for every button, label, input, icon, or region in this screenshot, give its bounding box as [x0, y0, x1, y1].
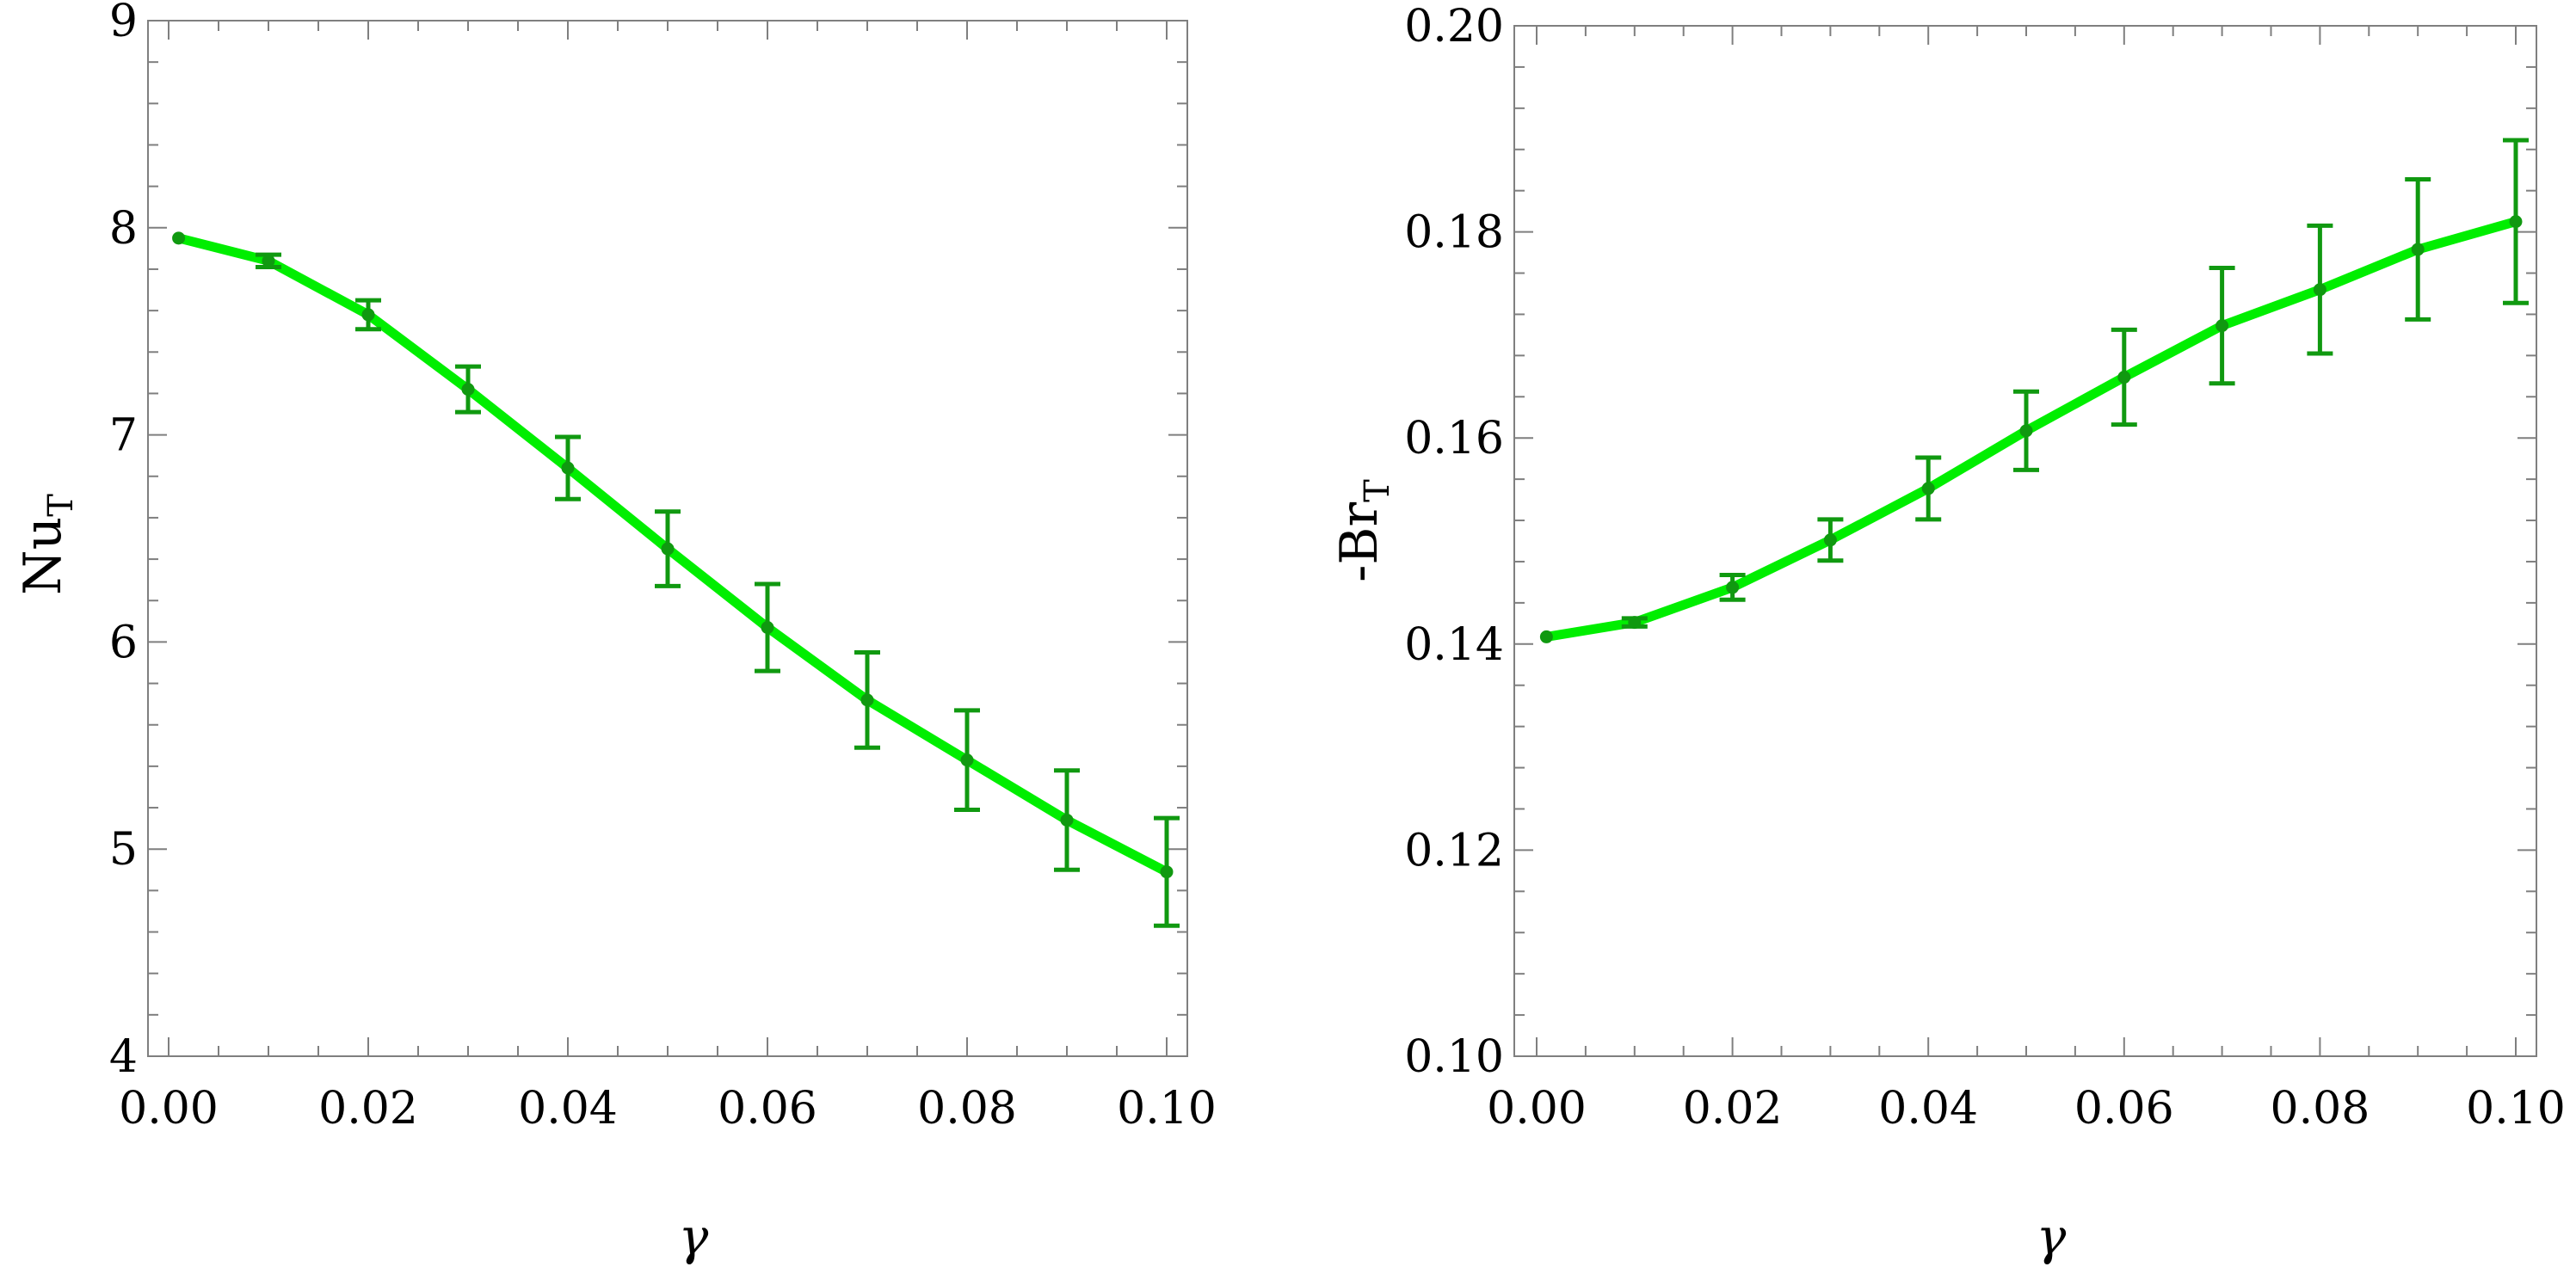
nu-y-tick-label: 8 — [109, 203, 138, 255]
br-data-point — [1539, 630, 1553, 643]
nu-x-tick-label: 0.00 — [119, 1083, 219, 1134]
nu-data-point — [561, 461, 575, 475]
nu-y-axis-label: NuT — [13, 494, 81, 595]
br-data-point — [1628, 616, 1642, 630]
br-data-point — [2117, 371, 2131, 384]
nu-data-point — [1060, 813, 1074, 827]
br-x-tick-label: 0.06 — [2074, 1083, 2174, 1134]
br-y-axis-label-main: -Br — [1329, 502, 1390, 582]
nu-chart-panel: 0.00 0.02 0.04 0.06 0.08 0.10 4 5 6 7 8 9 γ NuT — [13, 0, 1217, 1266]
nu-y-axis-label-subscript: T — [41, 494, 81, 517]
br-chart-panel: 0.00 0.02 0.04 0.06 0.08 0.10 0.10 0.12 0.14 0.16… — [1329, 1, 2566, 1266]
nu-data-point — [361, 308, 375, 322]
nu-x-tick-label: 0.04 — [518, 1083, 618, 1134]
nu-x-tick-label: 0.08 — [917, 1083, 1017, 1134]
nu-x-axis-label: γ — [679, 1208, 709, 1266]
br-data-point — [2411, 243, 2425, 256]
br-y-tick-label: 0.20 — [1404, 1, 1504, 52]
br-x-tick-label: 0.10 — [2466, 1083, 2566, 1134]
br-data-point — [2215, 319, 2229, 333]
nu-x-tick-label: 0.02 — [318, 1083, 418, 1134]
br-data-point — [2019, 424, 2033, 438]
br-data-point — [1921, 482, 1935, 495]
nu-y-tick-label: 5 — [109, 824, 138, 876]
br-y-axis-label: -BrT — [1329, 479, 1397, 582]
nu-y-tick-label: 9 — [109, 0, 138, 47]
br-x-axis-label: γ — [2037, 1208, 2067, 1266]
br-x-tick-label: 0.02 — [1683, 1083, 1783, 1134]
br-y-tick-label: 0.10 — [1404, 1031, 1504, 1083]
br-x-tick-label: 0.00 — [1487, 1083, 1587, 1134]
nu-y-axis-label-main: Nu — [13, 517, 73, 595]
br-x-tick-label: 0.04 — [1878, 1083, 1978, 1134]
br-data-point — [2509, 215, 2523, 229]
nu-data-point — [860, 693, 874, 707]
nu-data-point — [661, 542, 675, 556]
nu-data-point — [1160, 865, 1174, 879]
br-y-tick-label: 0.16 — [1404, 413, 1504, 464]
br-plot-frame — [1513, 25, 2537, 1057]
nu-x-tick-label: 0.10 — [1117, 1083, 1217, 1134]
nu-series-line — [174, 233, 1172, 877]
nu-data-point — [172, 231, 186, 245]
nu-data-point — [262, 254, 275, 267]
br-data-point — [2313, 283, 2326, 297]
nu-data-point — [461, 383, 475, 397]
nu-x-tick-label: 0.06 — [718, 1083, 817, 1134]
br-x-tick-label: 0.08 — [2271, 1083, 2370, 1134]
nu-y-tick-label: 4 — [109, 1031, 138, 1083]
br-y-axis-label-subscript: T — [1358, 479, 1397, 502]
br-data-point — [1823, 533, 1837, 547]
br-y-tick-label: 0.12 — [1404, 825, 1504, 876]
br-y-tick-label: 0.14 — [1404, 619, 1504, 671]
nu-data-point — [960, 753, 974, 767]
nu-y-tick-label: 7 — [109, 410, 138, 462]
nu-y-tick-label: 6 — [109, 617, 138, 668]
br-y-tick-label: 0.18 — [1404, 207, 1504, 259]
nu-data-point — [761, 621, 774, 635]
br-data-point — [1726, 581, 1740, 594]
